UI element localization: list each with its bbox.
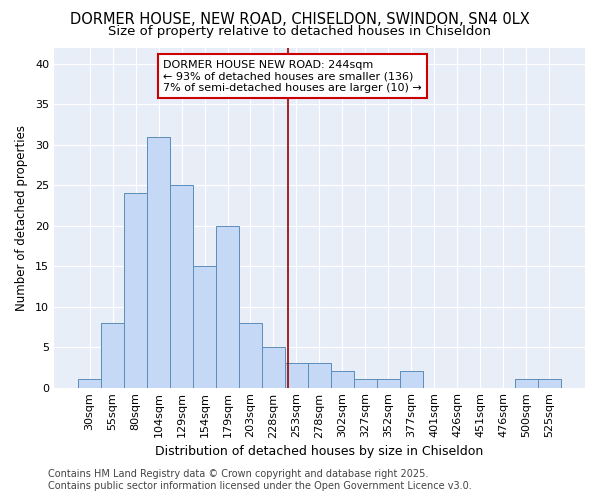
Bar bbox=[124, 193, 147, 388]
Bar bbox=[262, 347, 285, 388]
Text: Contains HM Land Registry data © Crown copyright and database right 2025.
Contai: Contains HM Land Registry data © Crown c… bbox=[48, 470, 472, 491]
Bar bbox=[78, 380, 101, 388]
X-axis label: Distribution of detached houses by size in Chiseldon: Distribution of detached houses by size … bbox=[155, 444, 484, 458]
Bar bbox=[308, 364, 331, 388]
Text: DORMER HOUSE, NEW ROAD, CHISELDON, SWINDON, SN4 0LX: DORMER HOUSE, NEW ROAD, CHISELDON, SWIND… bbox=[70, 12, 530, 28]
Text: Size of property relative to detached houses in Chiseldon: Size of property relative to detached ho… bbox=[109, 25, 491, 38]
Bar bbox=[147, 136, 170, 388]
Bar bbox=[400, 372, 423, 388]
Bar bbox=[377, 380, 400, 388]
Bar bbox=[216, 226, 239, 388]
Text: DORMER HOUSE NEW ROAD: 244sqm
← 93% of detached houses are smaller (136)
7% of s: DORMER HOUSE NEW ROAD: 244sqm ← 93% of d… bbox=[163, 60, 422, 93]
Bar bbox=[515, 380, 538, 388]
Bar bbox=[193, 266, 216, 388]
Bar bbox=[285, 364, 308, 388]
Y-axis label: Number of detached properties: Number of detached properties bbox=[15, 124, 28, 310]
Bar bbox=[354, 380, 377, 388]
Bar bbox=[239, 323, 262, 388]
Bar bbox=[101, 323, 124, 388]
Bar bbox=[538, 380, 561, 388]
Bar bbox=[331, 372, 354, 388]
Bar bbox=[170, 185, 193, 388]
